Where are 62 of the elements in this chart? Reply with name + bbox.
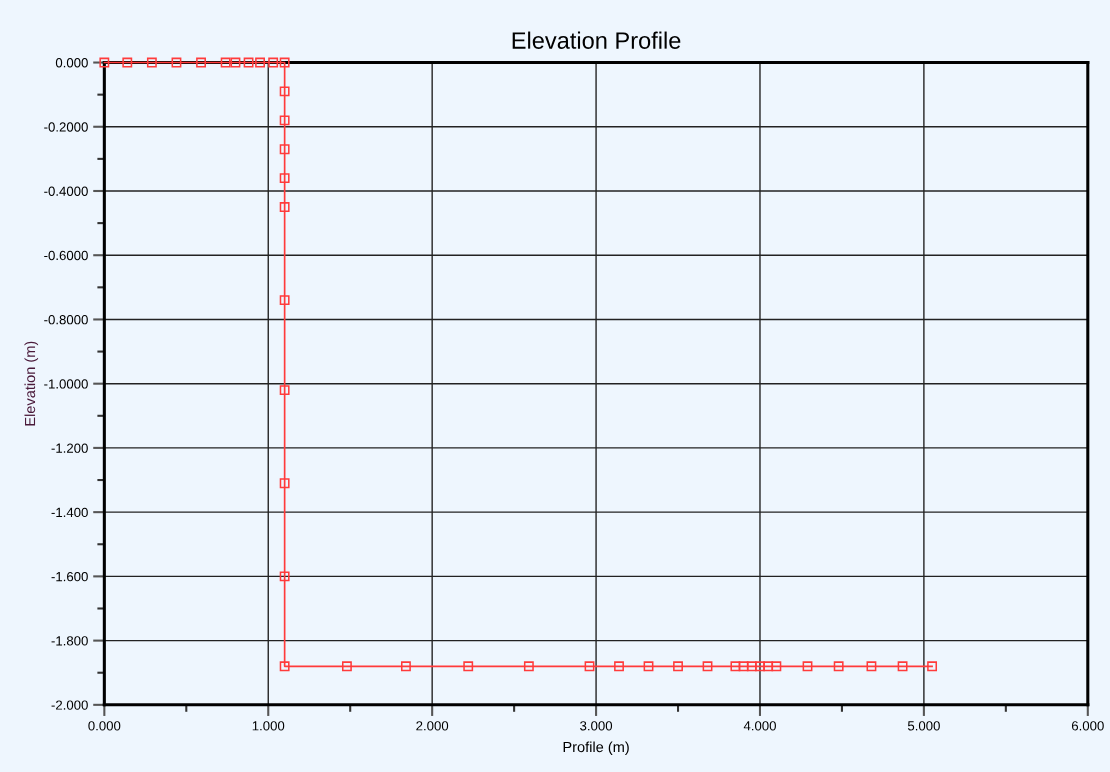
- point: [279, 385, 290, 396]
- point: [122, 57, 133, 68]
- point: [897, 661, 908, 672]
- point: [243, 57, 254, 68]
- x-axis-title: Profile (m): [563, 741, 629, 756]
- y-tick-label: -0.2000: [44, 122, 88, 132]
- y-tick-label: 0.000: [55, 58, 88, 68]
- y-tick-label: -1.0000: [44, 379, 88, 389]
- x-tick-label: 2.000: [416, 721, 449, 731]
- point: [279, 571, 290, 582]
- point: [279, 115, 290, 126]
- point: [463, 661, 474, 672]
- point: [279, 661, 290, 672]
- point: [279, 173, 290, 184]
- point: [279, 202, 290, 212]
- point: [746, 661, 757, 672]
- point: [763, 661, 774, 672]
- point: [279, 295, 290, 306]
- point: [927, 661, 938, 672]
- point: [584, 661, 595, 672]
- x-tick-label: 1.000: [252, 721, 285, 731]
- y-tick-label: -2.000: [51, 700, 88, 710]
- point: [614, 661, 624, 672]
- point: [702, 661, 713, 672]
- point: [171, 57, 182, 68]
- point: [99, 57, 110, 68]
- y-tick-label: -1.400: [51, 507, 88, 518]
- point: [401, 661, 411, 672]
- point: [341, 661, 352, 672]
- point: [802, 661, 813, 672]
- x-tick-label: 3.000: [580, 721, 613, 731]
- point: [673, 661, 683, 672]
- y-axis-title: Elevation (m): [24, 341, 39, 426]
- x-tick-label: 4.000: [743, 721, 776, 731]
- x-tick-label: 0.000: [88, 721, 121, 731]
- x-tick-label: 6.000: [1071, 721, 1104, 731]
- point: [279, 57, 290, 68]
- point: [833, 661, 844, 672]
- x-tick-label: 5.000: [907, 721, 940, 731]
- point: [268, 57, 279, 68]
- point: [279, 478, 290, 489]
- point: [866, 661, 877, 672]
- point: [755, 661, 765, 672]
- point: [643, 661, 654, 672]
- point: [523, 661, 534, 672]
- y-tick-label: -1.200: [51, 443, 88, 453]
- y-tick-label: -1.600: [51, 571, 88, 582]
- point: [255, 57, 265, 68]
- chart-title: Elevation Profile: [512, 31, 681, 49]
- point: [771, 661, 782, 672]
- point: [220, 57, 231, 68]
- y-tick-label: -0.6000: [44, 250, 88, 261]
- y-tick-label: -0.4000: [44, 186, 88, 196]
- point: [146, 57, 157, 68]
- y-tick-label: -0.8000: [44, 315, 88, 325]
- point: [279, 86, 290, 97]
- point: [738, 661, 749, 672]
- point: [196, 57, 206, 68]
- y-tick-label: -1.800: [51, 636, 88, 646]
- point: [279, 144, 290, 155]
- point: [730, 661, 741, 672]
- point: [230, 57, 241, 68]
